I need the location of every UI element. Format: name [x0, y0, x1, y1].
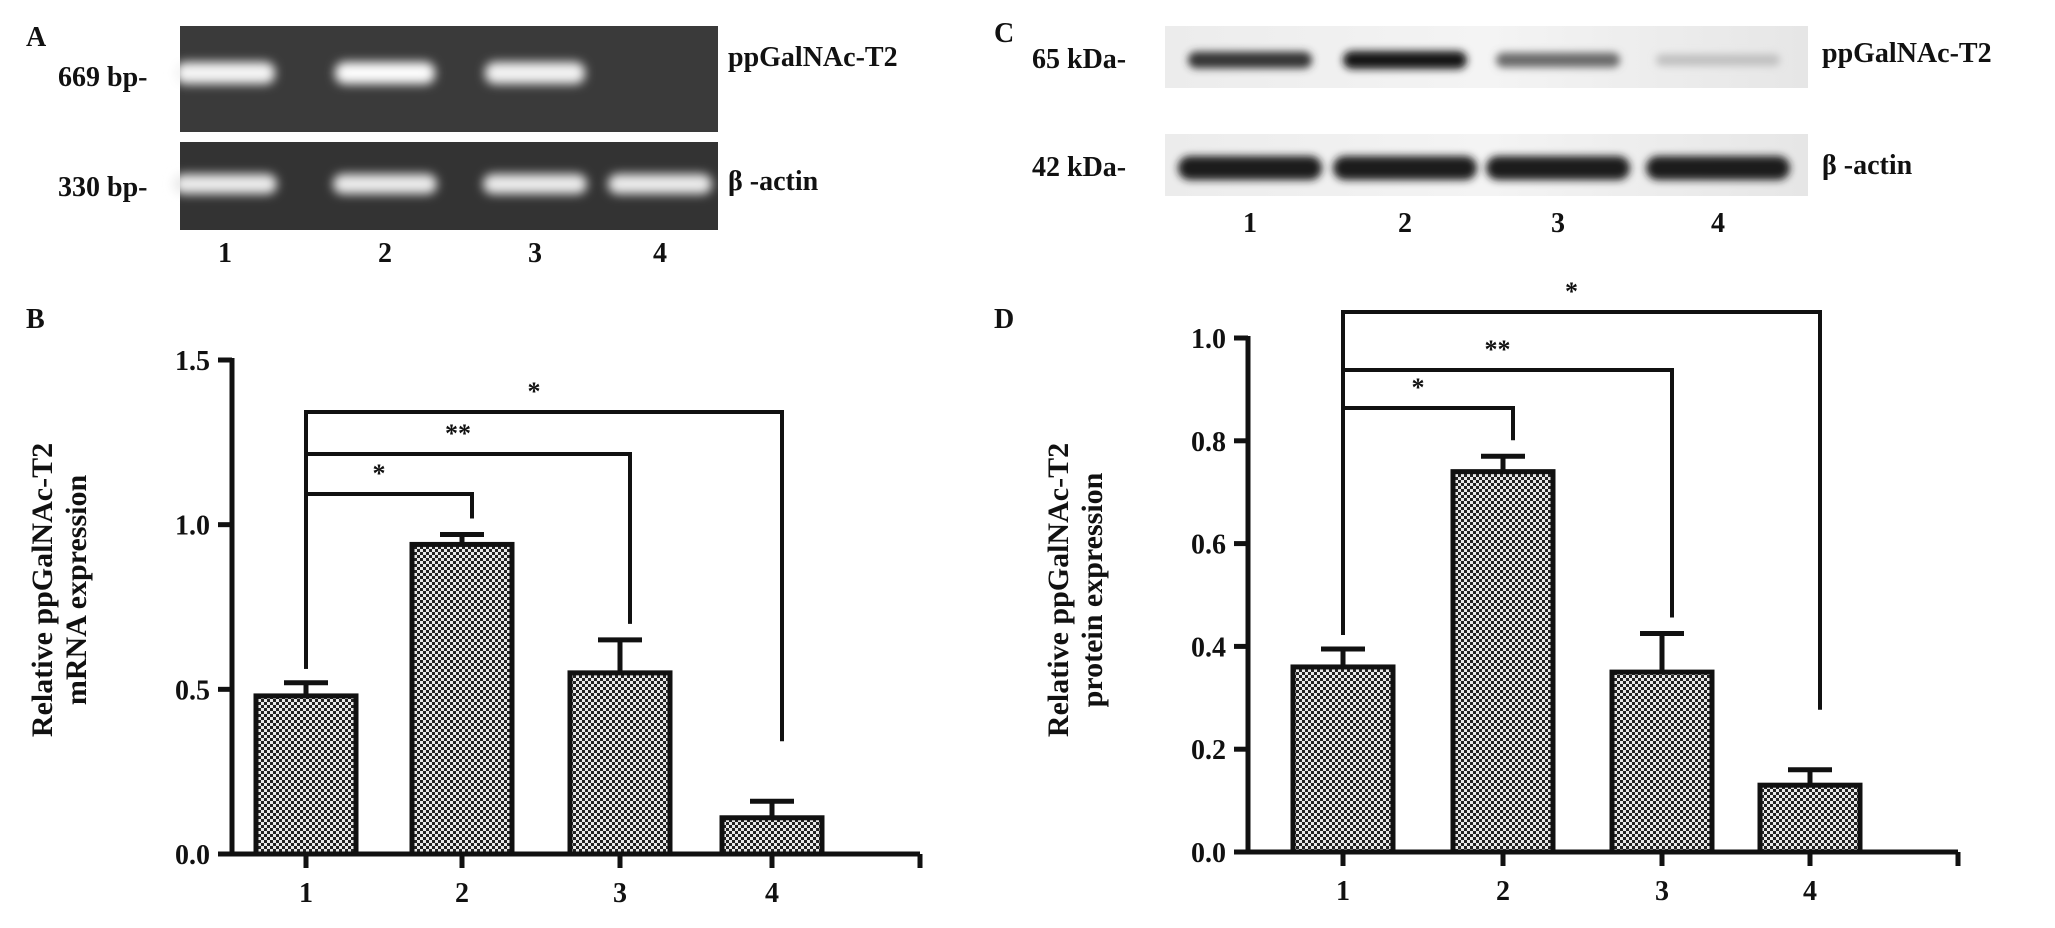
panel-letter-a: A [26, 22, 47, 53]
blot-bottom-band [1178, 156, 1322, 180]
blot-bottom-label: β -actin [1822, 150, 1913, 181]
bar [1609, 669, 1715, 855]
gel-lane-label: 4 [653, 238, 667, 269]
panel-letter-b: B [26, 304, 45, 335]
y-tick-label: 1.0 [1191, 324, 1226, 355]
gel-top-label: ppGalNAc-T2 [728, 42, 898, 73]
band-size-65kda: 65 kDa- [1032, 44, 1126, 75]
y-tick-label: 0.5 [175, 675, 210, 706]
y-axis-label-line1: Relative ppGalNAc-T2 [26, 443, 59, 737]
bar [253, 693, 359, 857]
gel-top-band [175, 62, 275, 84]
gel-lane-label: 1 [218, 238, 232, 269]
gel-bottom-band [173, 174, 277, 194]
y-tick-label: 0.0 [175, 840, 210, 871]
bar [1757, 782, 1863, 855]
y-tick-label: 1.0 [175, 511, 210, 542]
blot-lane-label: 2 [1398, 208, 1412, 239]
panel-c: C 65 kDa- 42 kDa- ppGalNAc-T2 β -actin 1… [994, 18, 1992, 239]
significance-label: * [1565, 277, 1578, 306]
gel-lane-label: 2 [378, 238, 392, 269]
gel-top-band [485, 62, 585, 84]
gel-bottom-band [333, 174, 437, 194]
blot-lane-label: 4 [1711, 208, 1725, 239]
y-tick-label: 0.2 [1191, 735, 1226, 766]
significance-label: ** [445, 419, 471, 448]
bar [719, 815, 825, 857]
blot-top-band [1656, 54, 1780, 66]
gel-bottom-label: β -actin [728, 166, 819, 197]
x-tick-label: 3 [613, 878, 627, 909]
significance-label: * [373, 459, 386, 488]
x-tick-label: 2 [455, 878, 469, 909]
chart-d: 0.00.20.40.60.81.01 2 3 4****Relative ppGal… [1042, 277, 1961, 907]
bar [1290, 664, 1396, 855]
x-tick-label: 1 [299, 878, 313, 909]
bar [409, 541, 515, 857]
y-tick-label: 0.0 [1191, 838, 1226, 869]
bar [1450, 469, 1556, 855]
x-tick-label: 4 [765, 878, 779, 909]
gel-top-bands [175, 62, 585, 84]
y-axis-label: Relative ppGalNAc-T2 protein expression [1042, 443, 1109, 737]
significance-bracket [304, 410, 784, 742]
blot-bottom-bands [1178, 156, 1790, 180]
significance-bracket [1341, 310, 1822, 710]
gel-bottom-band [483, 174, 587, 194]
band-size-42kda: 42 kDa- [1032, 152, 1126, 183]
y-axis-label-line2: protein expression [1076, 472, 1109, 707]
panel-a: A 669 bp- 330 bp- ppGalNAc-T2 β -actin 1… [26, 22, 898, 269]
blot-bottom-band [1486, 156, 1630, 180]
blot-bottom-band [1646, 156, 1790, 180]
band-size-330: 330 bp- [58, 172, 147, 203]
gel-lane-labels: 1 2 3 4 [218, 238, 667, 269]
panel-d: D 0.00.20.40.60.81.01 2 3 4****Relative ppG… [994, 277, 1961, 907]
gel-top-band [335, 62, 435, 84]
gel-bottom-band [608, 174, 712, 194]
blot-bottom-band [1333, 156, 1477, 180]
x-tick-label: 3 [1655, 876, 1669, 907]
chart-b: 0.00.51.01.51 2 3 4****Relative ppGalNAc-T2… [26, 346, 923, 909]
y-axis-label-line2: mRNA expression [60, 475, 93, 706]
blot-top-band [1343, 51, 1467, 69]
gel-lane-label: 3 [528, 238, 542, 269]
x-tick-label: 2 [1496, 876, 1510, 907]
bar [567, 670, 673, 857]
panel-b: B 0.00.51.01.51 2 3 4****Relative ppGalNAc-… [26, 304, 923, 909]
y-axis-label-line1: Relative ppGalNAc-T2 [1042, 443, 1075, 737]
y-axis-label: Relative ppGalNAc-T2 mRNA expression [26, 443, 93, 737]
y-tick-label: 1.5 [175, 346, 210, 377]
y-tick-label: 0.8 [1191, 427, 1226, 458]
blot-lane-labels: 1 2 3 4 [1243, 208, 1725, 239]
blot-top-bands [1188, 51, 1780, 69]
blot-top-label: ppGalNAc-T2 [1822, 38, 1992, 69]
blot-top-band [1188, 51, 1312, 69]
x-tick-label: 1 [1336, 876, 1350, 907]
significance-label: * [528, 377, 541, 406]
y-tick-label: 0.6 [1191, 530, 1226, 561]
panel-letter-d: D [994, 304, 1014, 335]
blot-top-band [1496, 52, 1620, 68]
panel-letter-c: C [994, 18, 1014, 49]
gel-bottom-bands [173, 174, 712, 194]
x-tick-label: 4 [1803, 876, 1817, 907]
blot-lane-label: 3 [1551, 208, 1565, 239]
y-tick-label: 0.4 [1191, 632, 1226, 663]
band-size-669: 669 bp- [58, 62, 147, 93]
significance-label: ** [1485, 335, 1511, 364]
significance-label: * [1412, 373, 1425, 402]
blot-lane-label: 1 [1243, 208, 1257, 239]
